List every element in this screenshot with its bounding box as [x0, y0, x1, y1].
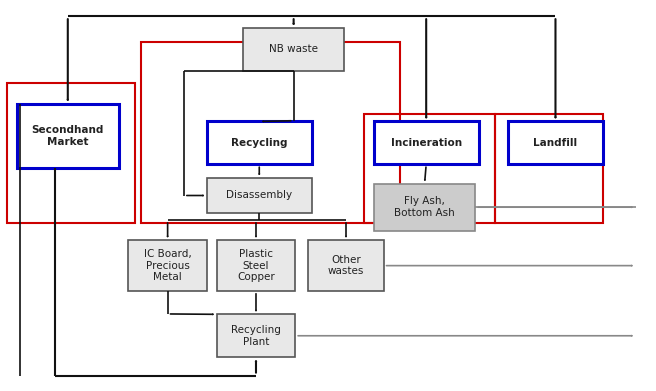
Bar	[129, 240, 207, 291]
Bar	[308, 240, 384, 291]
Text: Plastic
Steel
Copper: Plastic Steel Copper	[237, 249, 275, 282]
Bar	[142, 41, 400, 223]
Text: Disassembly: Disassembly	[226, 190, 293, 201]
Bar	[243, 28, 344, 71]
Bar	[508, 122, 603, 164]
Bar	[207, 178, 312, 213]
Bar	[7, 83, 135, 223]
Bar	[495, 114, 603, 223]
Text: Other
wastes: Other wastes	[328, 255, 364, 276]
Bar	[207, 122, 312, 164]
Bar	[374, 122, 479, 164]
Text: IC Board,
Precious
Metal: IC Board, Precious Metal	[144, 249, 192, 282]
Bar	[17, 104, 119, 168]
Bar	[216, 314, 295, 357]
Text: NB waste: NB waste	[269, 45, 318, 54]
Text: Incineration: Incineration	[390, 138, 462, 148]
Bar	[364, 114, 495, 223]
Bar	[374, 184, 476, 231]
Text: Recycling
Plant: Recycling Plant	[231, 325, 281, 346]
Text: Recycling: Recycling	[231, 138, 287, 148]
Text: Landfill: Landfill	[533, 138, 577, 148]
Text: Secondhand
Market: Secondhand Market	[31, 125, 104, 147]
Text: Fly Ash,
Bottom Ash: Fly Ash, Bottom Ash	[394, 196, 455, 218]
Bar	[216, 240, 295, 291]
